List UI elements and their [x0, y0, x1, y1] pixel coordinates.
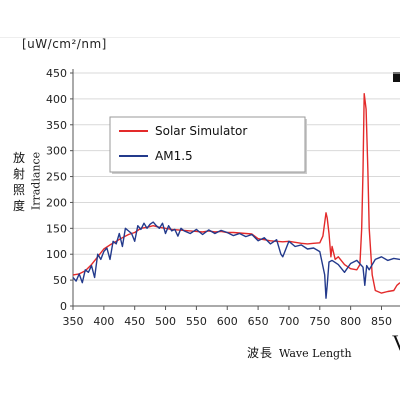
series-line [72, 221, 400, 299]
x-axis-title-en: Wave Length [279, 347, 352, 360]
y-tick-label: 100 [46, 248, 67, 261]
x-tick-label: 800 [340, 315, 361, 328]
x-tick-label: 850 [371, 315, 392, 328]
x-tick-label: 450 [124, 315, 145, 328]
y-tick-label: 250 [46, 171, 67, 184]
y-tick-label: 400 [46, 93, 67, 106]
x-axis-title: 波長 Wave Length [247, 344, 352, 361]
x-axis-title-cjk: 波長 [247, 346, 274, 360]
x-tick-label: 350 [63, 315, 84, 328]
y-tick-label: 0 [60, 300, 67, 313]
y-tick-label: 450 [46, 67, 67, 80]
x-tick-label: 700 [278, 315, 299, 328]
y-axis-title-char: 放 [12, 151, 25, 165]
x-tick-label: 400 [93, 315, 114, 328]
y-axis-title-char: 射 [12, 167, 25, 181]
edge-marker [393, 72, 400, 82]
x-tick-label: 750 [309, 315, 330, 328]
x-tick-label: 500 [155, 315, 176, 328]
y-tick-label: 200 [46, 196, 67, 209]
legend-label: Solar Simulator [155, 124, 247, 138]
top-divider [0, 37, 400, 38]
x-tick-label: 550 [186, 315, 207, 328]
y-tick-label: 350 [46, 119, 67, 132]
y-axis-title-cjk: 放 射 照 度 [12, 150, 26, 214]
y-axis-title-char: 照 [12, 183, 25, 197]
y-tick-label: 50 [53, 274, 67, 287]
x-tick-label: 600 [217, 315, 238, 328]
legend-box [109, 116, 306, 173]
y-axis-title-char: 度 [12, 199, 25, 213]
y-unit-label: [uW/cm²/nm] [22, 37, 107, 51]
x-tick-label: 650 [248, 315, 269, 328]
y-tick-label: 150 [46, 222, 67, 235]
y-tick-label: 300 [46, 145, 67, 158]
corner-glyph: V [392, 330, 400, 355]
legend-label: AM1.5 [155, 149, 193, 163]
